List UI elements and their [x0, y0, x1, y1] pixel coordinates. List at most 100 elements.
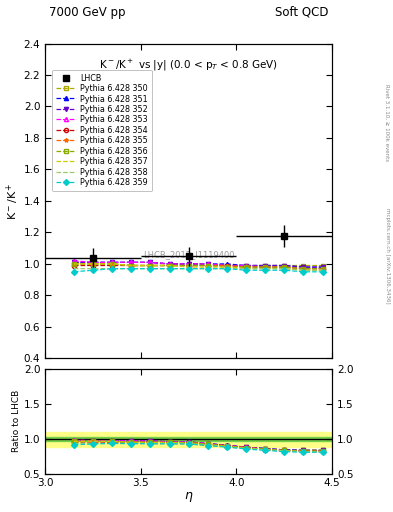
- Pythia 6.428 353: [320, 266, 325, 272]
- Bar: [45, 437, 332, 441]
- Pythia 6.428 359: [129, 266, 134, 272]
- Pythia 6.428 358: [110, 266, 114, 272]
- Pythia 6.428 351: [167, 261, 172, 267]
- Pythia 6.428 350: [282, 263, 286, 269]
- Pythia 6.428 358: [224, 266, 229, 272]
- Pythia 6.428 351: [72, 259, 76, 265]
- Pythia 6.428 356: [72, 261, 76, 267]
- Pythia 6.428 356: [244, 264, 248, 270]
- Pythia 6.428 355: [148, 263, 153, 269]
- Pythia 6.428 350: [91, 261, 95, 267]
- Pythia 6.428 352: [148, 259, 153, 265]
- Pythia 6.428 352: [167, 261, 172, 267]
- Line: Pythia 6.428 352: Pythia 6.428 352: [72, 260, 325, 269]
- Pythia 6.428 356: [148, 263, 153, 269]
- Pythia 6.428 355: [320, 266, 325, 272]
- Pythia 6.428 353: [167, 261, 172, 267]
- Pythia 6.428 355: [224, 263, 229, 269]
- Text: 7000 GeV pp: 7000 GeV pp: [49, 6, 126, 19]
- Pythia 6.428 351: [282, 263, 286, 269]
- Pythia 6.428 352: [224, 263, 229, 269]
- Pythia 6.428 350: [148, 263, 153, 269]
- Pythia 6.428 350: [186, 263, 191, 269]
- Line: Pythia 6.428 358: Pythia 6.428 358: [74, 269, 323, 270]
- Pythia 6.428 353: [110, 259, 114, 265]
- Pythia 6.428 358: [244, 266, 248, 272]
- Pythia 6.428 357: [129, 263, 134, 269]
- Pythia 6.428 354: [206, 263, 210, 269]
- Pythia 6.428 353: [129, 259, 134, 265]
- Pythia 6.428 353: [91, 259, 95, 265]
- Pythia 6.428 357: [91, 261, 95, 267]
- Pythia 6.428 355: [244, 264, 248, 270]
- Pythia 6.428 357: [167, 263, 172, 269]
- Pythia 6.428 351: [206, 261, 210, 267]
- Pythia 6.428 355: [91, 261, 95, 267]
- Pythia 6.428 352: [91, 259, 95, 265]
- Text: K$^-$/K$^+$ vs |y| (0.0 < p$_T$ < 0.8 GeV): K$^-$/K$^+$ vs |y| (0.0 < p$_T$ < 0.8 Ge…: [99, 58, 278, 73]
- Pythia 6.428 353: [72, 258, 76, 264]
- Pythia 6.428 354: [282, 264, 286, 270]
- Pythia 6.428 354: [244, 264, 248, 270]
- Pythia 6.428 355: [110, 261, 114, 267]
- Pythia 6.428 350: [301, 263, 306, 269]
- Pythia 6.428 351: [224, 261, 229, 267]
- Pythia 6.428 359: [224, 266, 229, 272]
- Pythia 6.428 351: [186, 261, 191, 267]
- Pythia 6.428 356: [206, 263, 210, 269]
- Pythia 6.428 356: [186, 263, 191, 269]
- Pythia 6.428 359: [301, 269, 306, 275]
- Pythia 6.428 353: [263, 264, 268, 270]
- Pythia 6.428 354: [320, 266, 325, 272]
- Pythia 6.428 354: [301, 266, 306, 272]
- Pythia 6.428 351: [129, 259, 134, 265]
- Pythia 6.428 359: [320, 269, 325, 275]
- Pythia 6.428 352: [244, 263, 248, 269]
- Pythia 6.428 354: [110, 263, 114, 269]
- Pythia 6.428 353: [301, 266, 306, 272]
- Pythia 6.428 351: [320, 264, 325, 270]
- Pythia 6.428 358: [320, 267, 325, 273]
- Pythia 6.428 359: [263, 267, 268, 273]
- Pythia 6.428 350: [206, 263, 210, 269]
- Pythia 6.428 359: [72, 269, 76, 275]
- Pythia 6.428 352: [72, 259, 76, 265]
- Pythia 6.428 358: [186, 266, 191, 272]
- Pythia 6.428 357: [282, 266, 286, 272]
- Pythia 6.428 351: [263, 263, 268, 269]
- Pythia 6.428 353: [224, 263, 229, 269]
- Pythia 6.428 357: [148, 263, 153, 269]
- Pythia 6.428 356: [263, 264, 268, 270]
- Pythia 6.428 357: [301, 267, 306, 273]
- Pythia 6.428 358: [129, 266, 134, 272]
- Pythia 6.428 357: [263, 266, 268, 272]
- Pythia 6.428 354: [167, 263, 172, 269]
- Pythia 6.428 355: [282, 264, 286, 270]
- Pythia 6.428 350: [320, 263, 325, 269]
- Pythia 6.428 358: [282, 266, 286, 272]
- Pythia 6.428 359: [91, 267, 95, 273]
- Pythia 6.428 356: [167, 263, 172, 269]
- Line: Pythia 6.428 359: Pythia 6.428 359: [72, 267, 325, 274]
- Pythia 6.428 358: [206, 266, 210, 272]
- Pythia 6.428 359: [206, 266, 210, 272]
- Pythia 6.428 355: [186, 263, 191, 269]
- Pythia 6.428 357: [244, 266, 248, 272]
- Y-axis label: Ratio to LHCB: Ratio to LHCB: [12, 390, 21, 452]
- Text: Soft QCD: Soft QCD: [275, 6, 328, 19]
- Pythia 6.428 352: [206, 261, 210, 267]
- Line: Pythia 6.428 351: Pythia 6.428 351: [72, 260, 325, 269]
- Pythia 6.428 356: [320, 266, 325, 272]
- Pythia 6.428 357: [72, 261, 76, 267]
- Pythia 6.428 355: [206, 263, 210, 269]
- Pythia 6.428 359: [244, 267, 248, 273]
- Pythia 6.428 352: [263, 263, 268, 269]
- Pythia 6.428 356: [282, 264, 286, 270]
- Pythia 6.428 358: [301, 267, 306, 273]
- Pythia 6.428 357: [224, 264, 229, 270]
- Text: mcplots.cern.ch [arXiv:1306.3436]: mcplots.cern.ch [arXiv:1306.3436]: [385, 208, 389, 304]
- Line: Pythia 6.428 353: Pythia 6.428 353: [72, 259, 325, 271]
- Pythia 6.428 356: [110, 261, 114, 267]
- Pythia 6.428 351: [301, 264, 306, 270]
- Pythia 6.428 350: [244, 263, 248, 269]
